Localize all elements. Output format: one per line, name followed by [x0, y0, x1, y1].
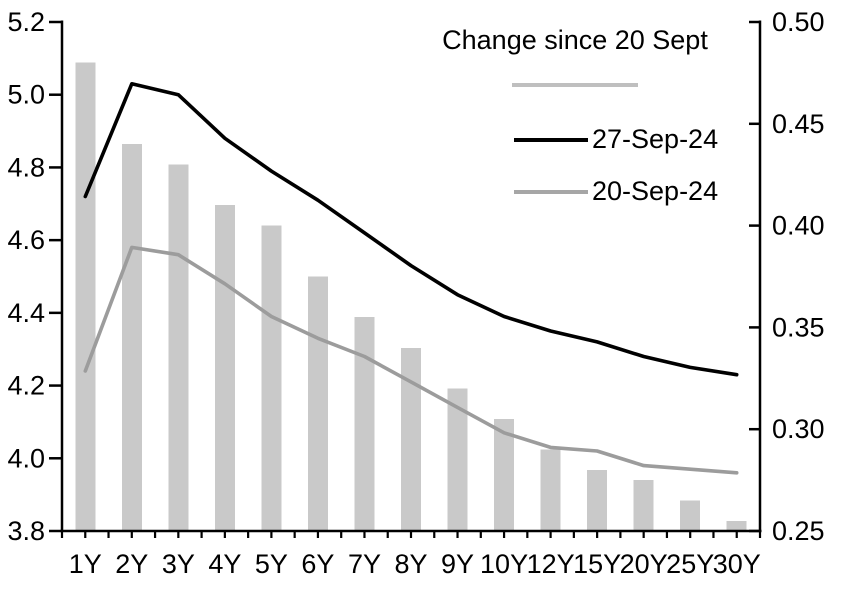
- bar-5Y: [261, 225, 282, 531]
- right-axis-ticks: 0.50 0.45 0.40 0.35 0.30 0.25: [749, 7, 825, 546]
- x-label-8Y: 8Y: [394, 549, 427, 579]
- line-27-sep-24: [83, 82, 739, 377]
- left-tick-label: 4.0: [7, 443, 45, 473]
- left-axis-ticks: 5.2 5.0 4.8 4.6 4.4 4.2 4.0 3.8: [7, 7, 62, 546]
- bar-10Y: [494, 419, 515, 531]
- left-tick-label: 4.6: [7, 225, 45, 255]
- bar-3Y: [168, 164, 189, 531]
- bar-4Y: [214, 205, 235, 531]
- x-label-1Y: 1Y: [69, 549, 102, 579]
- x-label-15Y: 15Y: [573, 549, 621, 579]
- left-tick-label: 4.2: [7, 371, 45, 401]
- x-label-4Y: 4Y: [208, 549, 241, 579]
- bar-1Y: [75, 62, 96, 531]
- bar-20Y: [633, 480, 654, 531]
- left-tick-label: 4.4: [7, 298, 45, 328]
- bar-30Y: [726, 520, 747, 531]
- x-label-25Y: 25Y: [666, 549, 714, 579]
- left-tick-label: 3.8: [7, 516, 45, 546]
- bar-6Y: [307, 276, 328, 531]
- x-label-2Y: 2Y: [115, 549, 148, 579]
- x-label-20Y: 20Y: [620, 549, 668, 579]
- right-tick-label: 0.30: [772, 414, 825, 444]
- bar-25Y: [680, 500, 701, 531]
- right-tick-label: 0.50: [772, 7, 825, 37]
- bars-change-since-20-sept: [75, 62, 747, 531]
- right-tick-label: 0.45: [772, 109, 825, 139]
- bar-2Y: [121, 144, 142, 531]
- x-label-30Y: 30Y: [713, 549, 761, 579]
- bar-12Y: [540, 449, 561, 531]
- x-label-6Y: 6Y: [301, 549, 334, 579]
- bar-8Y: [401, 347, 421, 531]
- right-tick-label: 0.25: [772, 516, 825, 546]
- right-tick-label: 0.40: [772, 211, 825, 241]
- x-label-12Y: 12Y: [527, 549, 575, 579]
- right-tick-label: 0.35: [772, 312, 825, 342]
- left-tick-label: 4.8: [7, 152, 45, 182]
- x-label-10Y: 10Y: [480, 549, 528, 579]
- bar-7Y: [354, 317, 375, 531]
- bar-15Y: [587, 469, 608, 531]
- line-20-sep-24: [83, 245, 739, 475]
- left-tick-label: 5.2: [7, 7, 45, 37]
- x-label-9Y: 9Y: [441, 549, 474, 579]
- x-label-7Y: 7Y: [348, 549, 381, 579]
- x-label-3Y: 3Y: [162, 549, 195, 579]
- left-tick-label: 5.0: [7, 80, 45, 110]
- bar-9Y: [447, 388, 468, 531]
- x-label-5Y: 5Y: [255, 549, 288, 579]
